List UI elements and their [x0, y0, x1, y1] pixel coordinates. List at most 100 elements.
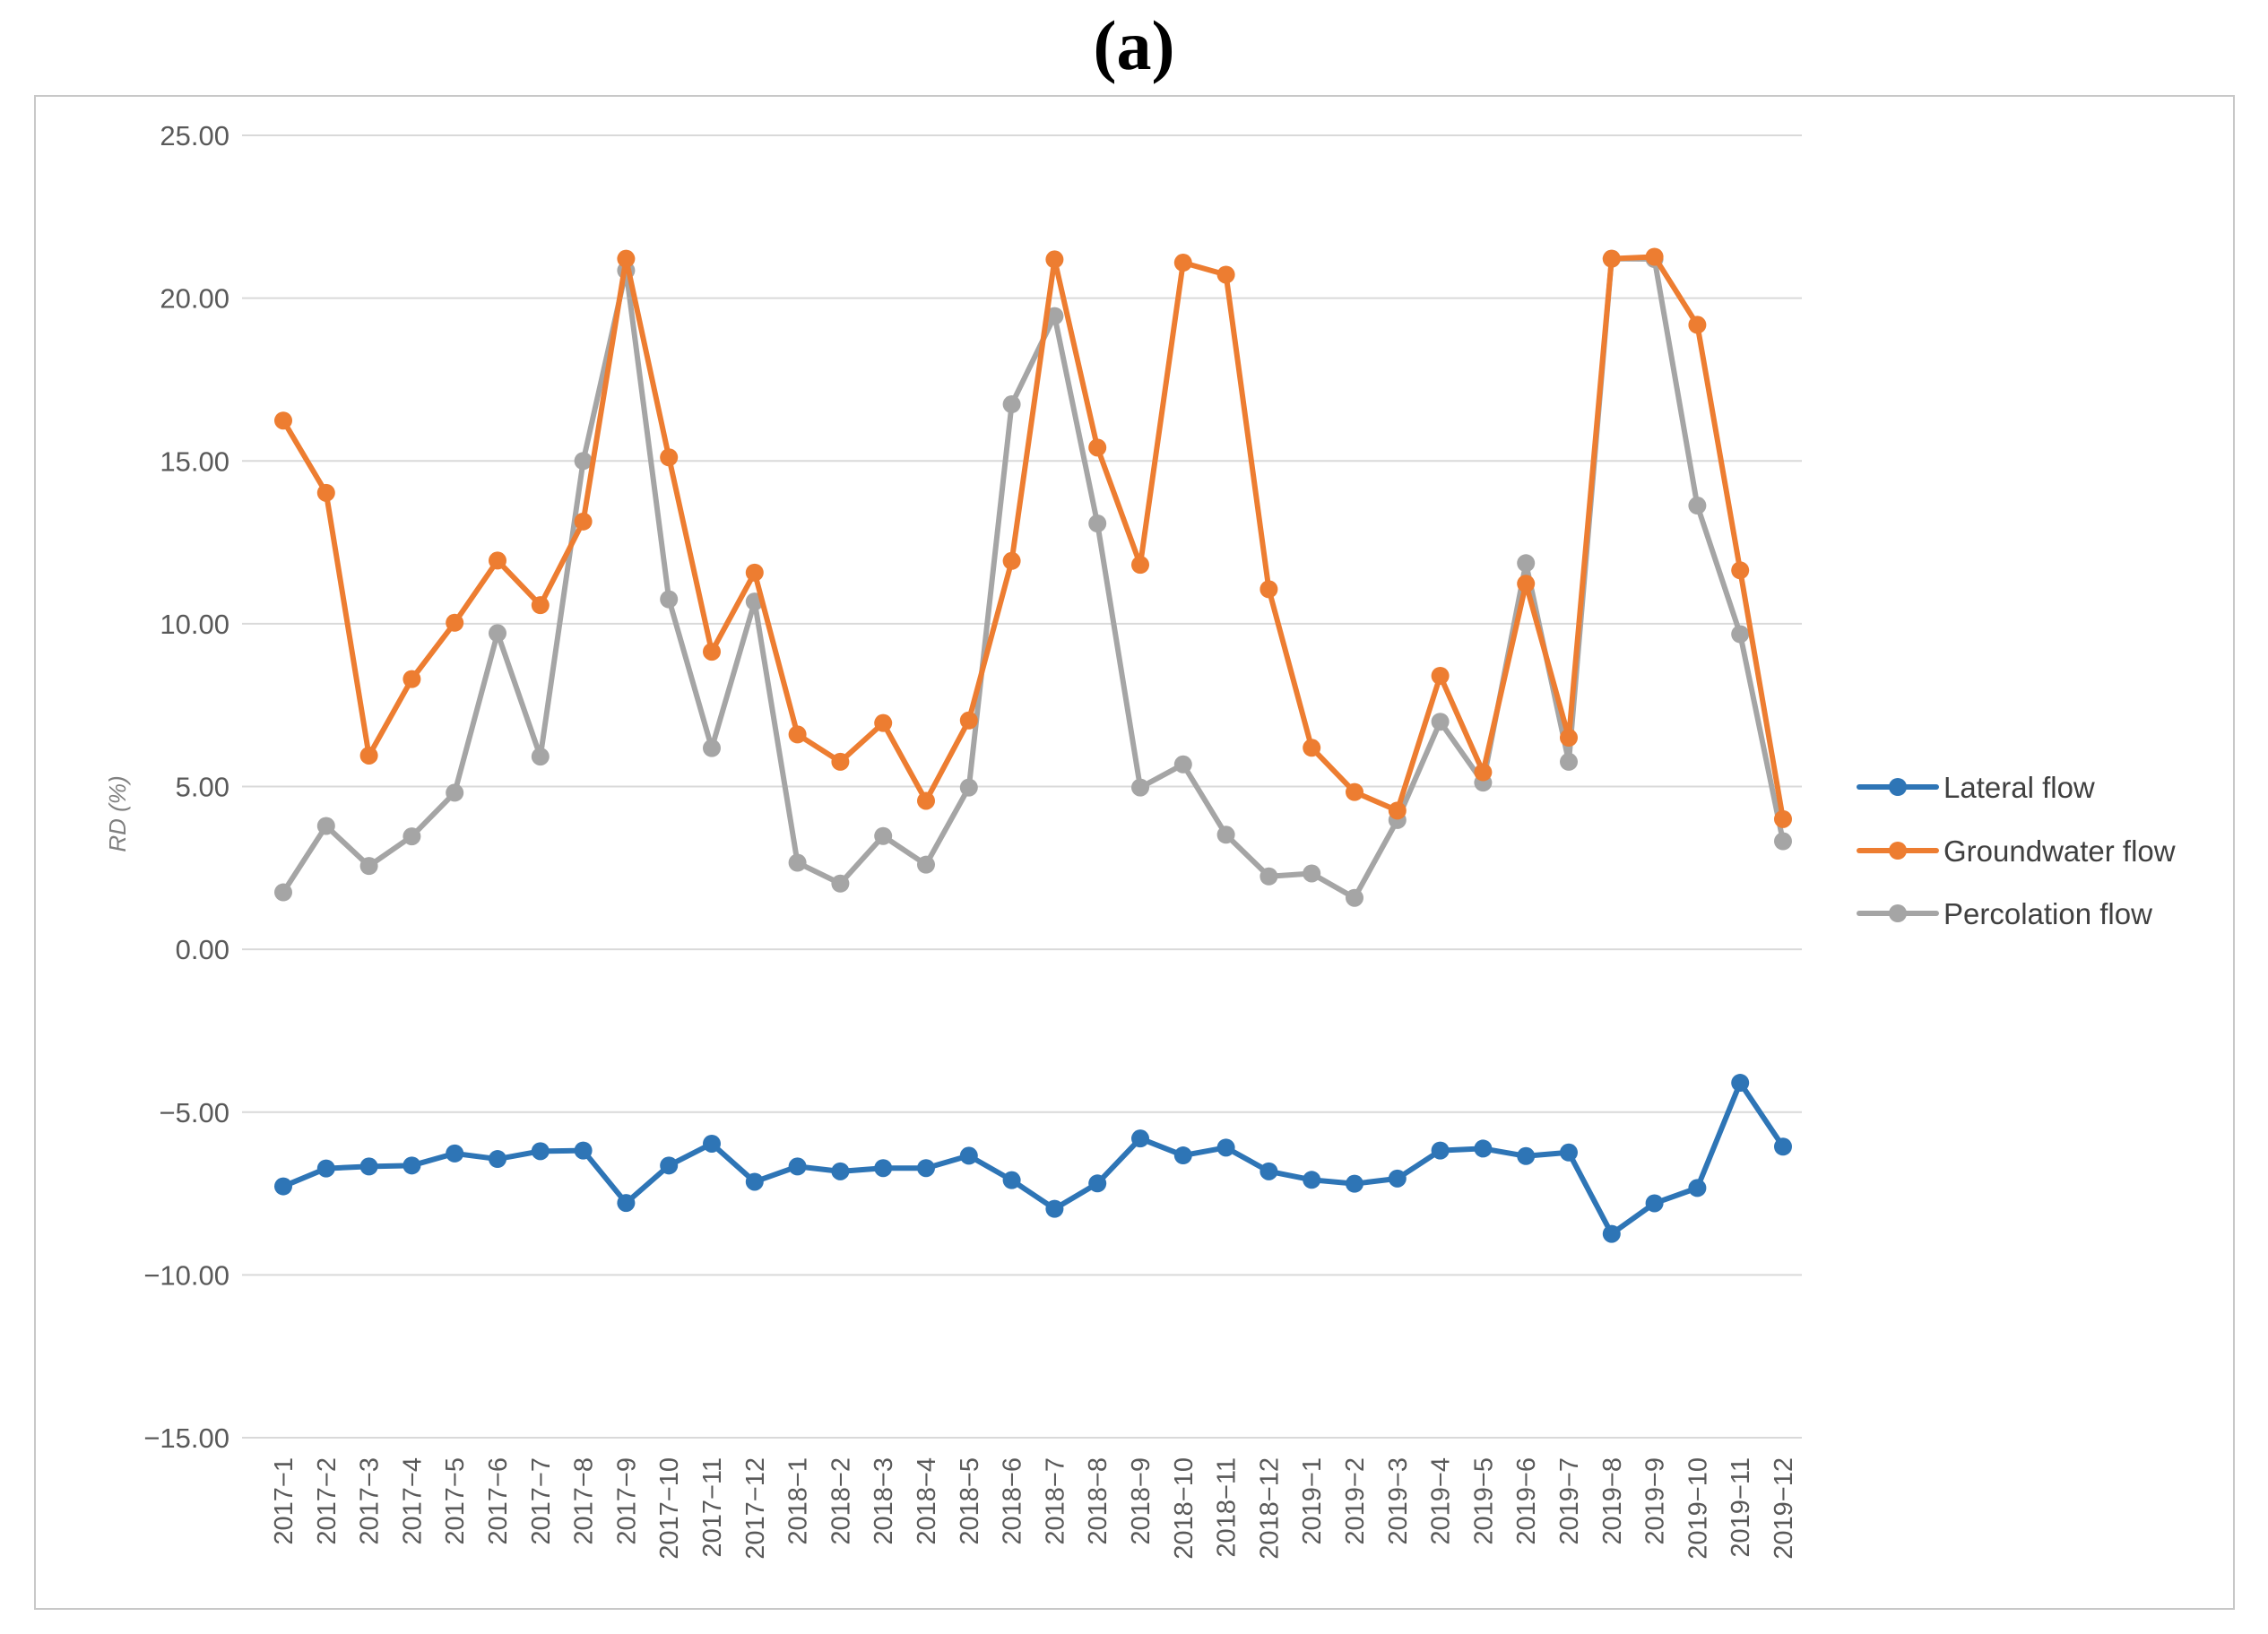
x-tick-label: 2018−12: [1255, 1457, 1284, 1560]
x-tick-label: 2017−1: [270, 1457, 299, 1545]
data-point: [574, 1141, 593, 1160]
legend-item[interactable]: Lateral flow: [1857, 771, 2095, 804]
y-axis-ticks: 25.00 20.00 15.00 10.00 5.00 0.00 −5.00 −10.00 −…: [143, 120, 229, 1454]
x-tick-label: 2019−4: [1427, 1457, 1456, 1545]
y-tick-label: 0.00: [176, 934, 229, 965]
data-point: [1774, 809, 1792, 828]
y-tick-label: 25.00: [160, 120, 229, 151]
data-point: [917, 1159, 935, 1178]
legend[interactable]: Lateral flow Groundwater flow Percolation …: [1857, 771, 2176, 930]
data-point: [403, 670, 421, 688]
data-point: [1260, 580, 1278, 599]
data-point: [1688, 1179, 1707, 1197]
series-lateral-flow: [274, 1074, 1792, 1243]
legend-marker: [1889, 904, 1907, 922]
x-tick-label: 2018−4: [913, 1457, 941, 1545]
data-point: [745, 563, 764, 582]
panel-label: (a): [1093, 6, 1175, 84]
data-point: [703, 643, 721, 661]
data-point: [703, 739, 721, 757]
data-point: [660, 590, 679, 609]
legend-item[interactable]: Groundwater flow: [1857, 834, 2176, 868]
data-point: [531, 748, 550, 766]
data-point: [1517, 575, 1536, 593]
data-point: [1216, 265, 1235, 284]
y-tick-label: −15.00: [143, 1422, 229, 1454]
data-point: [574, 452, 593, 471]
y-axis-label: RD (%): [104, 775, 131, 852]
legend-label: Percolation flow: [1943, 897, 2152, 930]
data-point: [489, 1150, 506, 1169]
data-point: [316, 1159, 335, 1178]
data-point: [359, 1157, 378, 1176]
x-tick-label: 2017−7: [527, 1457, 556, 1545]
data-point: [489, 624, 506, 643]
data-point: [574, 512, 593, 531]
data-point: [446, 613, 464, 632]
data-point: [274, 883, 292, 902]
data-point: [1774, 1137, 1792, 1156]
data-point: [1131, 1129, 1149, 1148]
legend-marker: [1889, 842, 1907, 860]
data-point: [1088, 438, 1107, 457]
y-tick-label: 20.00: [160, 283, 229, 315]
legend-marker: [1889, 778, 1907, 796]
x-tick-label: 2019−6: [1512, 1457, 1541, 1545]
data-point: [1216, 826, 1235, 844]
data-point: [959, 711, 978, 730]
data-point: [874, 826, 893, 845]
x-tick-label: 2019−9: [1641, 1457, 1670, 1545]
data-point: [831, 874, 850, 893]
x-tick-label: 2018−5: [956, 1457, 984, 1545]
data-point: [831, 752, 850, 771]
data-point: [1560, 752, 1578, 771]
x-tick-label: 2018−6: [999, 1457, 1027, 1545]
data-point: [660, 448, 679, 467]
x-tick-label: 2019−12: [1770, 1457, 1798, 1560]
data-point: [874, 713, 893, 732]
data-point: [1688, 316, 1707, 334]
x-tick-label: 2018−3: [870, 1457, 898, 1545]
data-point: [316, 483, 335, 502]
grid-lines: [242, 134, 1802, 1439]
data-point: [359, 857, 378, 876]
data-point: [1002, 551, 1021, 570]
data-point: [531, 596, 550, 615]
data-point: [1173, 1146, 1192, 1165]
series-percolation-flow: [274, 249, 1792, 907]
x-tick-label: 2017−5: [441, 1457, 470, 1545]
data-point: [1731, 1074, 1750, 1093]
data-point: [1560, 729, 1578, 748]
data-point: [446, 1144, 464, 1163]
series-line: [281, 255, 1786, 901]
chart-frame: [34, 95, 2235, 1610]
x-tick-label: 2019−3: [1384, 1457, 1413, 1545]
data-point: [1002, 395, 1021, 414]
legend-item[interactable]: Percolation flow: [1857, 897, 2152, 930]
data-point: [1131, 556, 1149, 575]
x-tick-label: 2017−10: [655, 1457, 684, 1560]
x-tick-label: 2017−4: [398, 1457, 427, 1545]
x-tick-label: 2019−2: [1341, 1457, 1370, 1545]
data-point: [1517, 554, 1536, 573]
data-point: [489, 551, 506, 570]
data-point: [1173, 755, 1192, 774]
legend-label: Groundwater flow: [1943, 834, 2176, 868]
data-point: [1088, 514, 1107, 532]
data-point: [1045, 250, 1064, 269]
x-tick-label: 2017−9: [612, 1457, 641, 1545]
x-tick-label: 2018−11: [1213, 1457, 1242, 1558]
data-point: [831, 1162, 850, 1180]
data-point: [403, 1156, 421, 1175]
data-point: [703, 1134, 721, 1153]
x-tick-label: 2018−1: [784, 1457, 813, 1545]
data-point: [1388, 1169, 1407, 1188]
data-point: [1517, 1146, 1536, 1165]
data-point: [1303, 739, 1321, 757]
y-tick-label: 15.00: [160, 445, 229, 477]
x-tick-label: 2019−10: [1684, 1457, 1712, 1560]
data-point: [1388, 801, 1407, 820]
data-point: [1216, 1138, 1235, 1157]
data-point: [1688, 497, 1707, 515]
